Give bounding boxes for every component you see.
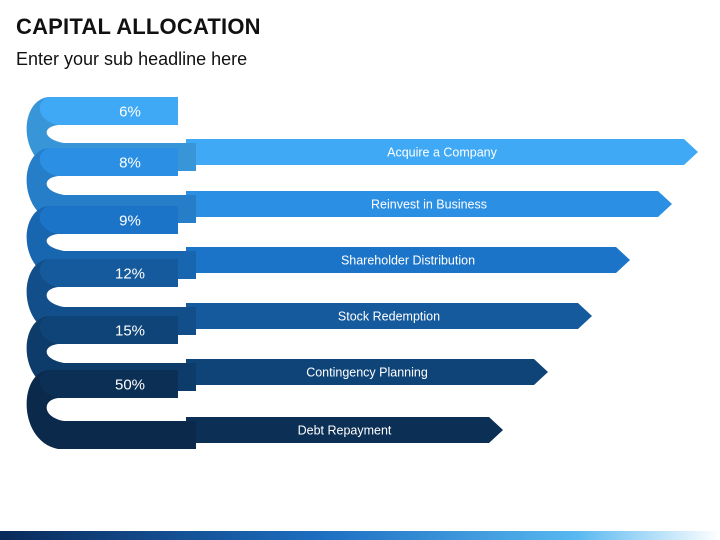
ribbon-tag-5 bbox=[39, 316, 178, 344]
arrow-bar-5 bbox=[186, 359, 548, 385]
percent-label-5: 15% bbox=[115, 323, 145, 340]
ribbon-curl-2 bbox=[26, 148, 196, 223]
arrow-label-5: Contingency Planning bbox=[306, 366, 428, 380]
page-title: CAPITAL ALLOCATION bbox=[16, 14, 261, 39]
arrow-bar-3 bbox=[186, 247, 630, 273]
percent-label-2: 8% bbox=[119, 155, 141, 172]
percent-label-4: 12% bbox=[115, 266, 145, 283]
arrow-label-2: Reinvest in Business bbox=[371, 198, 487, 212]
arrow-bar-1 bbox=[186, 139, 698, 165]
ribbon-tag-1 bbox=[39, 97, 178, 125]
ribbon-tag-3 bbox=[39, 206, 178, 234]
ribbon-curl-6 bbox=[26, 370, 196, 449]
arrow-label-1: Acquire a Company bbox=[387, 146, 498, 160]
percent-label-1: 6% bbox=[119, 104, 141, 121]
arrow-bar-6 bbox=[186, 417, 503, 443]
arrow-label-4: Stock Redemption bbox=[338, 310, 440, 324]
ribbon-tag-4 bbox=[39, 259, 178, 287]
page-subtitle: Enter your sub headline here bbox=[16, 49, 248, 69]
arrow-bar-2 bbox=[186, 191, 672, 217]
arrow-bar-4 bbox=[186, 303, 592, 329]
ribbon-tag-2 bbox=[39, 148, 178, 176]
percent-label-3: 9% bbox=[119, 213, 141, 230]
percent-label-6: 50% bbox=[115, 377, 145, 394]
arrow-label-6: Debt Repayment bbox=[298, 424, 392, 438]
ribbon-tag-6 bbox=[39, 370, 178, 398]
bottom-accent-bar bbox=[0, 531, 720, 540]
arrow-label-3: Shareholder Distribution bbox=[341, 254, 475, 268]
